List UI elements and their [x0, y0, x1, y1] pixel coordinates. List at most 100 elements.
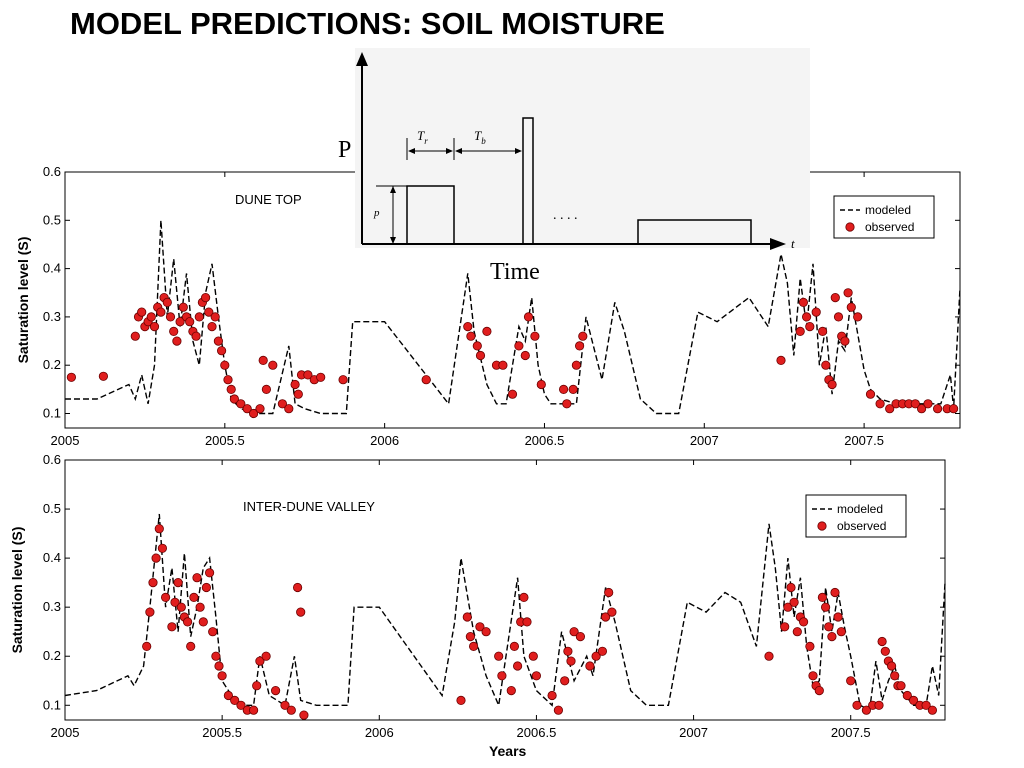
x-tick-label: 2007.5 — [831, 725, 871, 740]
observed-point — [252, 681, 262, 691]
observed-point — [268, 360, 278, 370]
observed-point — [833, 312, 844, 322]
observed-point — [98, 371, 109, 381]
observed-point — [149, 321, 160, 332]
observed-point — [948, 404, 959, 414]
inset-pulse-1 — [406, 185, 455, 245]
observed-point — [896, 681, 906, 691]
observed-point — [780, 622, 790, 632]
inset-tb-label: Tb — [474, 128, 486, 146]
y-tick-label: 0.1 — [43, 406, 61, 421]
legend-observed-label: observed — [837, 519, 886, 533]
x-tick-label: 2005.5 — [202, 725, 242, 740]
observed-point — [558, 384, 569, 394]
observed-point — [286, 705, 296, 715]
observed-point — [217, 346, 227, 356]
observed-point — [568, 384, 578, 394]
observed-point — [220, 360, 230, 370]
observed-point — [466, 331, 476, 341]
observed-point — [830, 587, 840, 598]
observed-point — [519, 592, 529, 603]
y-tick-label: 0.2 — [43, 357, 61, 372]
observed-point — [566, 656, 576, 666]
observed-point — [242, 404, 252, 414]
observed-point — [607, 607, 617, 617]
inset-tb-arrowhead-left — [455, 148, 462, 154]
observed-point — [789, 597, 799, 607]
observed-point — [821, 360, 831, 370]
observed-point — [284, 404, 294, 414]
x-tick-label: 2007 — [679, 725, 708, 740]
observed-point — [852, 700, 862, 710]
observed-point — [214, 661, 224, 671]
observed-point — [600, 612, 611, 622]
observed-point — [591, 651, 601, 661]
x-tick-label: 2005.5 — [205, 433, 245, 448]
observed-point — [494, 651, 504, 661]
observed-point — [562, 399, 572, 409]
observed-point — [805, 641, 815, 652]
page-title: MODEL PREDICTIONS: SOIL MOISTURE — [70, 6, 665, 41]
inset-p-arrowhead-top — [390, 186, 396, 193]
observed-point — [303, 370, 313, 380]
inset-tr-arrowhead-right — [446, 148, 453, 154]
observed-point — [824, 622, 834, 632]
observed-point — [195, 602, 205, 612]
observed-point — [293, 389, 303, 399]
inter-dune-valley-chart: 2005 2005.5 2006 2006.5 2007 2007.5 0.1 0.2 0.3 0… — [9, 452, 946, 759]
x-axis-label: Years — [489, 743, 527, 759]
observed-point — [186, 641, 196, 652]
observed-point — [875, 399, 885, 409]
observed-point — [229, 394, 239, 404]
inset-tb-arrowhead-right — [515, 148, 522, 154]
observed-point — [481, 627, 491, 637]
observed-point — [507, 389, 518, 399]
observed-point — [151, 553, 161, 563]
observed-point — [456, 695, 466, 706]
observed-point — [569, 627, 579, 637]
observed-point — [167, 622, 177, 632]
observed-point — [597, 646, 608, 656]
observed-point — [801, 312, 812, 322]
observed-point — [571, 360, 582, 370]
observed-point — [531, 671, 542, 681]
x-tick-label: 2007.5 — [844, 433, 884, 448]
observed-point — [827, 379, 837, 390]
observed-point — [798, 617, 809, 627]
observed-point — [523, 312, 534, 322]
observed-point — [173, 577, 183, 588]
legend-observed-label: observed — [865, 220, 914, 234]
observed-point — [805, 321, 815, 332]
inset-y-axis-arrow — [356, 52, 368, 66]
observed-point — [585, 661, 595, 671]
observed-point — [169, 326, 179, 336]
observed-point — [211, 651, 221, 661]
y-tick-label: 0.6 — [43, 164, 61, 179]
observed-point — [258, 355, 268, 365]
inset-pulse-2 — [522, 117, 534, 245]
y-tick-label: 0.4 — [43, 550, 61, 565]
observed-point — [578, 331, 588, 341]
observed-point — [509, 641, 520, 652]
observed-point — [783, 602, 793, 612]
inset-x-label: Time — [490, 259, 540, 285]
observed-point — [249, 408, 259, 419]
observed-point — [183, 617, 193, 627]
observed-point — [66, 372, 77, 382]
observed-point — [811, 307, 821, 317]
observed-point — [255, 404, 265, 414]
observed-point — [528, 651, 538, 661]
x-tick-label: 2005 — [51, 725, 80, 740]
observed-point — [764, 651, 774, 661]
observed-point — [142, 641, 152, 652]
observed-point — [217, 671, 227, 681]
observed-point — [208, 627, 218, 637]
observed-point — [817, 326, 828, 336]
y-tick-label: 0.5 — [43, 212, 61, 227]
observed-point — [522, 617, 532, 627]
x-tick-label: 2007 — [690, 433, 719, 448]
observed-point — [916, 404, 927, 414]
observed-point — [191, 331, 201, 341]
observed-point — [145, 607, 155, 617]
observed-point — [795, 326, 805, 336]
